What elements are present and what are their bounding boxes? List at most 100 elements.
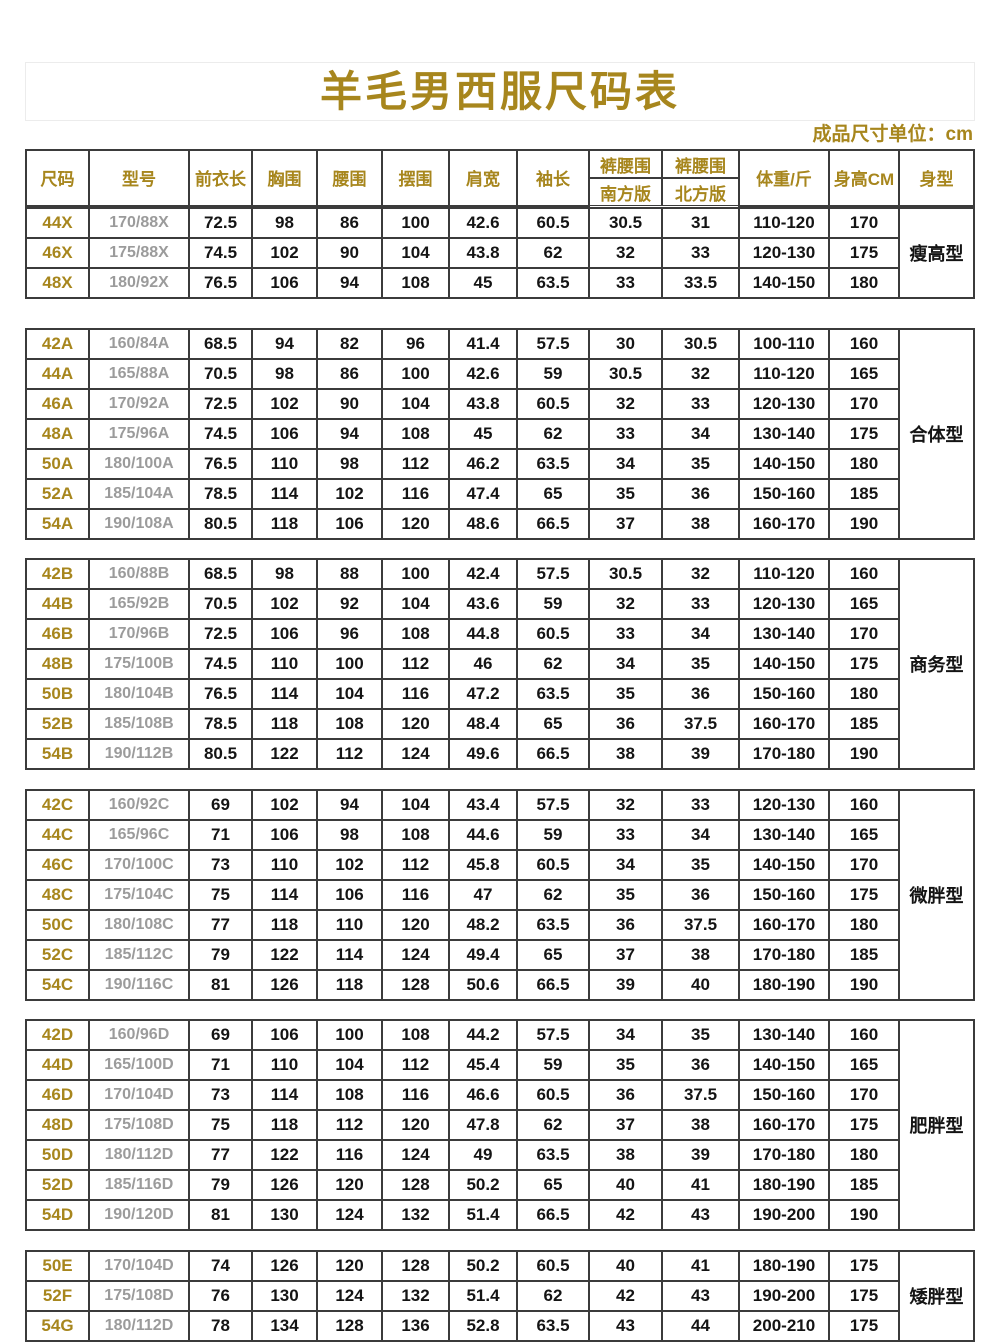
value-cell: 110	[251, 447, 318, 480]
value-cell: 59	[516, 818, 590, 851]
value-cell: 30.5	[661, 327, 740, 360]
value-cell: 50.2	[448, 1168, 518, 1201]
header-front-length: 前衣长	[188, 149, 253, 207]
table-row: 50E 170/104D 74 126 120 128 50.2 60.5 40 41 180-19…	[25, 1249, 975, 1342]
value-cell: 102	[316, 477, 383, 510]
value-cell: 114	[251, 477, 318, 510]
value-cell: 33	[588, 266, 663, 299]
header-south-version: 南方版	[588, 177, 663, 206]
value-cell: 74	[188, 1249, 253, 1282]
value-cell: 69	[188, 788, 253, 821]
value-cell: 33	[588, 818, 663, 851]
model-cell: 190/112B	[88, 737, 190, 770]
value-cell: 124	[316, 1198, 383, 1231]
value-cell: 180	[828, 677, 900, 710]
value-cell: 35	[588, 477, 663, 510]
table-row: 52F 175/108D 76 130 124 132 51.4 62 42 43 190-200 1…	[25, 1279, 974, 1312]
table-row: 44C 165/96C 71 106 98 108 44.6 59 33 34 130-140 165	[25, 818, 974, 851]
table-row: 44D 165/100D 71 110 104 112 45.4 59 35 36 140-150 1…	[25, 1048, 974, 1081]
value-cell: 39	[588, 968, 663, 1001]
value-cell: 43	[661, 1198, 740, 1231]
value-cell: 46	[448, 647, 518, 680]
table-row: 46D 170/104D 73 114 108 116 46.6 60.5 36 37.5 150-…	[25, 1078, 974, 1111]
value-cell: 116	[381, 477, 450, 510]
value-cell: 90	[316, 236, 383, 269]
value-cell: 39	[661, 1138, 740, 1171]
value-cell: 71	[188, 818, 253, 851]
value-cell: 37	[588, 1108, 663, 1141]
value-cell: 180-190	[738, 968, 830, 1001]
value-cell: 190	[828, 737, 900, 770]
value-cell: 120-130	[738, 788, 830, 821]
value-cell: 180-190	[738, 1249, 830, 1282]
model-cell: 180/92X	[88, 266, 190, 299]
size-cell: 50B	[25, 677, 90, 710]
value-cell: 73	[188, 1078, 253, 1111]
model-cell: 175/104C	[88, 878, 190, 911]
value-cell: 112	[381, 848, 450, 881]
value-cell: 42	[588, 1198, 663, 1231]
value-cell: 86	[316, 206, 383, 239]
value-cell: 42	[588, 1279, 663, 1312]
value-cell: 33	[588, 617, 663, 650]
value-cell: 108	[316, 707, 383, 740]
model-cell: 165/92B	[88, 587, 190, 620]
value-cell: 106	[251, 417, 318, 450]
size-cell: 50E	[25, 1249, 90, 1282]
value-cell: 118	[316, 968, 383, 1001]
model-cell: 175/100B	[88, 647, 190, 680]
value-cell: 116	[381, 1078, 450, 1111]
value-cell: 30.5	[588, 357, 663, 390]
model-cell: 190/120D	[88, 1198, 190, 1231]
size-cell: 48D	[25, 1108, 90, 1141]
value-cell: 57.5	[516, 788, 590, 821]
value-cell: 35	[588, 878, 663, 911]
value-cell: 60.5	[516, 387, 590, 420]
value-cell: 34	[661, 818, 740, 851]
model-cell: 175/108D	[88, 1279, 190, 1312]
value-cell: 45	[448, 266, 518, 299]
value-cell: 30	[588, 327, 663, 360]
size-cell: 44B	[25, 587, 90, 620]
value-cell: 108	[381, 417, 450, 450]
value-cell: 50.2	[448, 1249, 518, 1282]
value-cell: 110-120	[738, 357, 830, 390]
value-cell: 70.5	[188, 587, 253, 620]
value-cell: 190	[828, 1198, 900, 1231]
value-cell: 185	[828, 477, 900, 510]
table-row: 44X 170/88X 72.5 98 86 100 42.6 60.5 30.5 31 110-1…	[25, 206, 975, 299]
value-cell: 75	[188, 878, 253, 911]
model-cell: 185/104A	[88, 477, 190, 510]
value-cell: 140-150	[738, 447, 830, 480]
value-cell: 41	[661, 1168, 740, 1201]
value-cell: 128	[381, 1249, 450, 1282]
value-cell: 37	[588, 507, 663, 540]
value-cell: 128	[381, 1168, 450, 1201]
model-cell: 180/112D	[88, 1309, 190, 1342]
value-cell: 175	[828, 878, 900, 911]
value-cell: 190-200	[738, 1279, 830, 1312]
model-cell: 165/100D	[88, 1048, 190, 1081]
size-group-table: 42B 160/88B 68.5 98 88 100 42.4 57.5 30.5 32 110-1…	[25, 557, 975, 770]
value-cell: 122	[251, 1138, 318, 1171]
value-cell: 41.4	[448, 327, 518, 360]
size-group-table: 42D 160/96D 69 106 100 108 44.2 57.5 34 35 130-140…	[25, 1018, 975, 1231]
value-cell: 79	[188, 1168, 253, 1201]
size-cell: 48X	[25, 266, 90, 299]
value-cell: 170	[828, 617, 900, 650]
value-cell: 120	[381, 1108, 450, 1141]
size-cell: 46C	[25, 848, 90, 881]
value-cell: 130-140	[738, 818, 830, 851]
value-cell: 68.5	[188, 557, 253, 590]
value-cell: 31	[661, 206, 740, 239]
size-cell: 54G	[25, 1309, 90, 1342]
value-cell: 47.2	[448, 677, 518, 710]
value-cell: 140-150	[738, 266, 830, 299]
table-row: 48D 175/108D 75 118 112 120 47.8 62 37 38 160-170 1…	[25, 1108, 974, 1141]
value-cell: 63.5	[516, 1309, 590, 1342]
model-cell: 185/116D	[88, 1168, 190, 1201]
value-cell: 130	[251, 1198, 318, 1231]
value-cell: 180	[828, 908, 900, 941]
value-cell: 160-170	[738, 1108, 830, 1141]
value-cell: 43	[588, 1309, 663, 1342]
